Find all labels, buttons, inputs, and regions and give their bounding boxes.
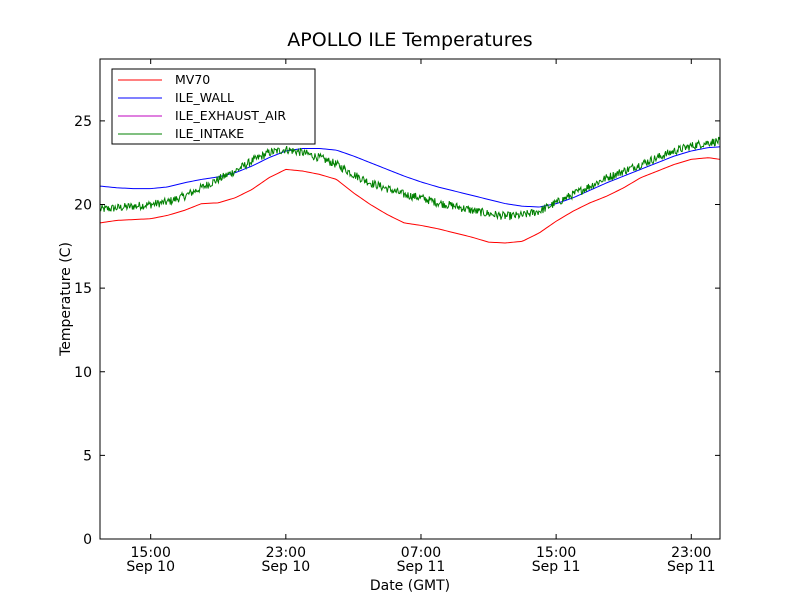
legend-box — [111, 68, 316, 145]
legend-label: ILE_EXHAUST_AIR — [175, 108, 286, 123]
series-layer — [100, 136, 720, 244]
series-line-ile-wall — [100, 146, 720, 208]
x-tick-label-time: 07:00 — [401, 545, 441, 561]
y-tick-label: 15 — [74, 281, 92, 297]
legend-label: ILE_WALL — [175, 90, 234, 105]
x-tick-label-time: 15:00 — [536, 545, 576, 561]
chart-title: APOLLO ILE Temperatures — [287, 29, 532, 51]
series-line-mv70 — [100, 157, 720, 244]
y-tick-label: 20 — [74, 198, 92, 214]
y-tick-label: 25 — [74, 114, 92, 130]
x-tick-label-time: 15:00 — [131, 545, 171, 561]
x-tick-label-date: Sep 11 — [397, 559, 446, 575]
x-tick-label-date: Sep 11 — [532, 559, 581, 575]
y-tick-label: 5 — [83, 448, 92, 464]
x-axis-label: Date (GMT) — [370, 578, 450, 594]
plot-frame — [99, 58, 721, 540]
y-tick-label: 0 — [83, 532, 92, 548]
x-tick-label-time: 23:00 — [671, 545, 711, 561]
x-tick-label-date: Sep 11 — [667, 559, 716, 575]
x-tick-label-date: Sep 10 — [126, 559, 175, 575]
y-axis-label: Temperature (C) — [58, 242, 74, 357]
legend-label: ILE_INTAKE — [175, 126, 244, 141]
series-line-ile-intake — [100, 136, 720, 221]
x-tick-label-time: 23:00 — [266, 545, 306, 561]
legend: MV70 ILE_WALL ILE_EXHAUST_AIR ILE_INTAKE — [111, 68, 316, 145]
y-tick-label: 10 — [74, 365, 92, 381]
legend-label: MV70 — [175, 72, 210, 87]
x-tick-label-date: Sep 10 — [262, 559, 311, 575]
